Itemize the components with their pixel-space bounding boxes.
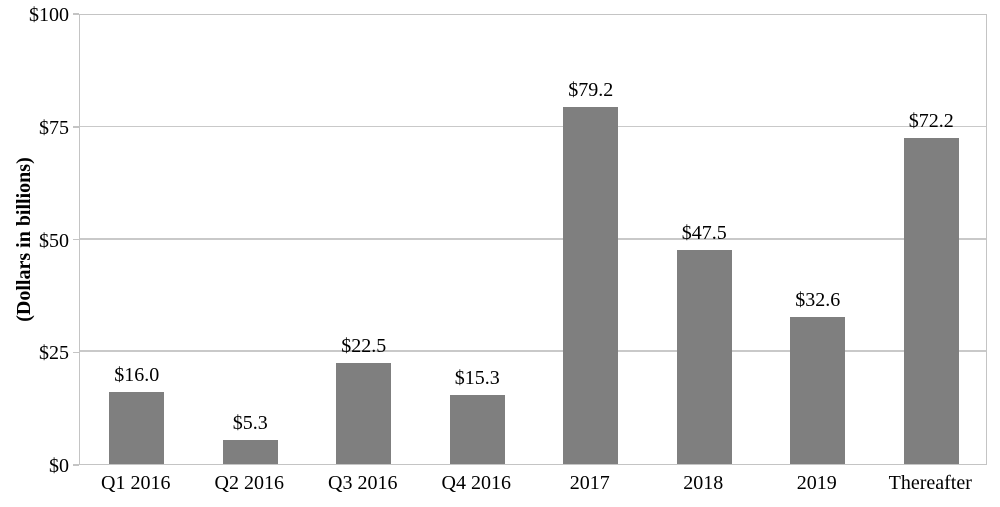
x-tick-label: 2017: [569, 472, 610, 494]
bar-value-label: $79.2: [568, 78, 614, 101]
x-tick-label: Q2 2016: [214, 472, 284, 494]
bar-value-label: $22.5: [341, 334, 387, 357]
bar: [336, 362, 392, 464]
bar: [449, 395, 505, 464]
x-tick-label: 2018: [683, 472, 724, 494]
y-axis-tick: [73, 13, 79, 15]
y-axis-tick: [73, 351, 79, 353]
bar: [903, 138, 959, 464]
y-axis-tick: [73, 126, 79, 128]
bar: [790, 316, 846, 464]
plot-area: $16.0 $5.3 $22.5 $15.3 $79.2 $47.5 $32.6 $72.2: [79, 14, 987, 465]
x-tick-label: Q4 2016: [441, 472, 511, 494]
y-tick-label: $25: [39, 342, 69, 365]
y-tick-label: $75: [39, 116, 69, 139]
y-axis-tick: [73, 238, 79, 241]
bar: [563, 106, 619, 464]
y-tick-label: $50: [39, 229, 69, 252]
bar-value-label: $32.6: [795, 288, 841, 311]
bar-value-label: $47.5: [681, 221, 727, 244]
x-tick-label: Thereafter: [888, 472, 972, 494]
y-tick-label: $100: [29, 4, 69, 26]
y-axis-tick: [73, 464, 79, 466]
gridline: [80, 350, 986, 352]
bar-value-label: $5.3: [232, 412, 268, 435]
x-tick-label: 2019: [796, 472, 837, 494]
gridline: [80, 238, 986, 240]
bar-value-label: $72.2: [908, 110, 954, 133]
x-tick-label: Q1 2016: [101, 472, 171, 494]
y-tick-label: $0: [49, 455, 69, 477]
bar: [676, 249, 732, 464]
gridline: [80, 125, 986, 128]
bar: [109, 391, 165, 464]
bar-value-label: $15.3: [454, 367, 500, 389]
bar: [222, 440, 278, 464]
x-tick-label: Q3 2016: [328, 472, 398, 494]
bar-value-label: $16.0: [114, 363, 160, 386]
